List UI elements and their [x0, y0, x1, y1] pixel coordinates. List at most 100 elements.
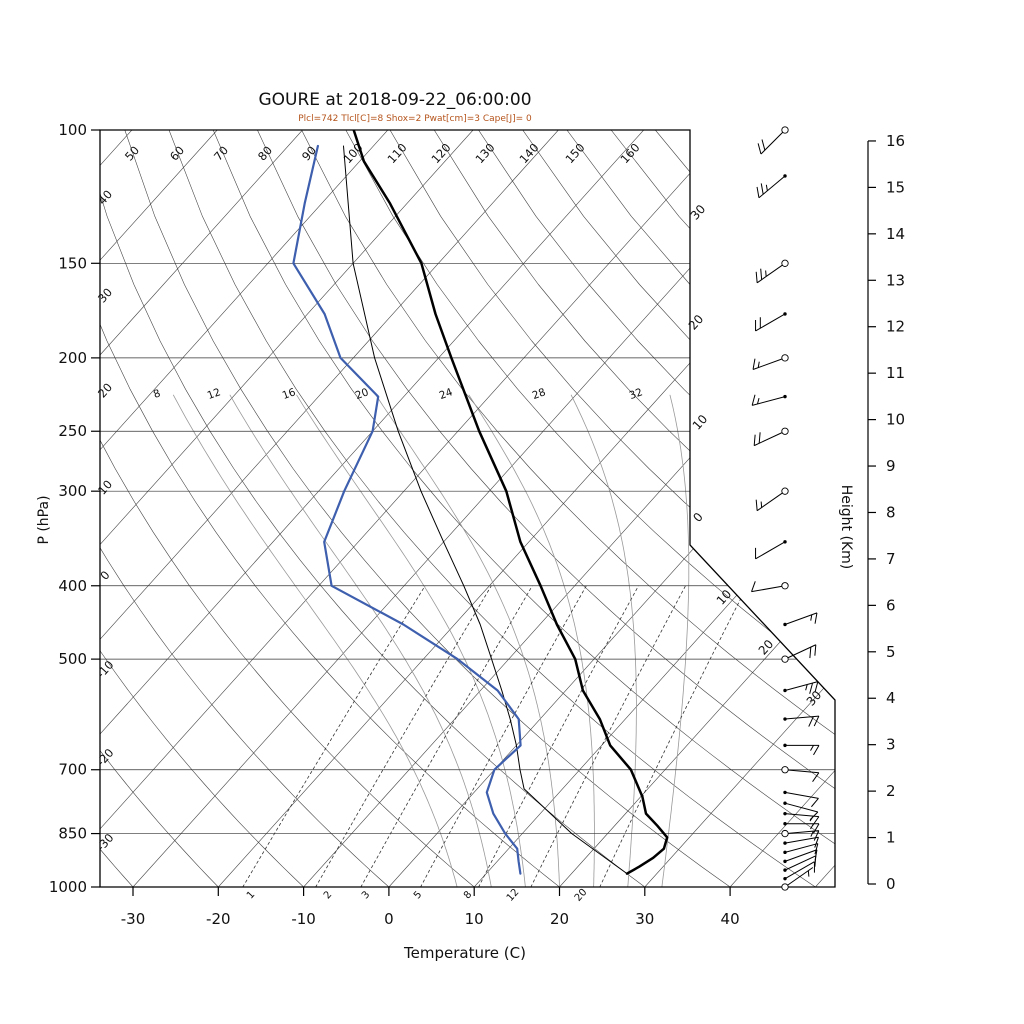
dry-adiabat-label: 150	[562, 140, 587, 166]
parcel-curve	[343, 145, 628, 875]
temperature-tick-label: -20	[206, 910, 231, 928]
isotherm-label: 0	[690, 510, 706, 525]
pressure-gridlines	[100, 129, 835, 888]
isotherm-grid	[100, 130, 835, 887]
wind-level-dot	[783, 622, 787, 627]
wind-level-dot	[783, 312, 787, 316]
height-tick-label: 13	[886, 271, 905, 289]
temperature-tick-label: 30	[635, 910, 654, 928]
isotherm-label: 10	[714, 587, 735, 608]
dry-adiabat-label: 50	[122, 143, 142, 163]
wind-level-circle	[781, 582, 789, 590]
wind-level-dot	[783, 174, 787, 178]
pressure-tick-label: 100	[58, 121, 87, 139]
wind-level-dot	[783, 790, 787, 795]
height-tick-label: 16	[886, 132, 905, 150]
height-tick-label: 15	[886, 178, 905, 196]
height-tick-label: 11	[886, 364, 905, 382]
wind-level-circle	[781, 427, 789, 435]
dewpoint-curve	[292, 144, 522, 875]
height-tick-label: 3	[886, 736, 896, 754]
height-axis-title: Height (Km)	[838, 484, 854, 570]
wind-level-dot	[783, 688, 787, 693]
dry-adiabat-label: 120	[428, 140, 453, 166]
moist-adiabat-label: 20	[354, 386, 371, 402]
moist-adiabat-label: 28	[531, 386, 548, 402]
wind-level-dot	[783, 841, 787, 845]
temperature-tick-label: -10	[291, 910, 316, 928]
wind-level-dot	[783, 822, 787, 826]
wind-level-circle	[781, 354, 789, 362]
wind-level-dot	[783, 801, 787, 805]
pressure-tick-label: 150	[58, 254, 87, 272]
moist-adiabats	[173, 394, 690, 887]
temperature-tick-label: -30	[121, 910, 146, 928]
height-tick-label: 8	[886, 503, 896, 521]
dry-adiabat-label: 60	[167, 143, 187, 163]
dry-adiabat-label: 30	[95, 285, 115, 305]
isotherm-label: 10	[690, 412, 711, 433]
wind-level-dot	[783, 850, 787, 855]
height-tick-label: 12	[886, 318, 905, 336]
mixing-ratio-label: 2	[322, 889, 334, 901]
pressure-tick-label: 200	[58, 349, 87, 367]
wind-level-circle	[781, 259, 789, 267]
moist-adiabat-label: 12	[206, 386, 223, 402]
moist-adiabat-label: 32	[628, 386, 645, 402]
chart-subtitle: Plcl=742 Tlcl[C]=8 Shox=2 Pwat[cm]=3 Cap…	[298, 114, 532, 124]
moist-adiabat-label: 8	[152, 387, 162, 401]
height-tick-label: 6	[886, 596, 896, 614]
mixing-ratio-label: 12	[505, 887, 522, 904]
dry-adiabat-label: 160	[617, 140, 642, 166]
temperature-tick-label: 40	[721, 910, 740, 928]
pressure-tick-label: 400	[58, 577, 87, 595]
dry-adiabat-label: -10	[94, 658, 117, 681]
height-tick-label: 14	[886, 225, 905, 243]
height-tick-label: 2	[886, 782, 896, 800]
isotherm-label: 20	[756, 637, 777, 658]
pressure-axis-title: P (hPa)	[36, 495, 52, 545]
wind-level-dot	[783, 876, 787, 881]
isotherm-label: 30	[688, 202, 709, 223]
height-tick-label: 9	[886, 457, 896, 475]
temperature-curve	[352, 130, 669, 875]
temperature-tick-label: 10	[465, 910, 484, 928]
wind-level-dot	[783, 868, 787, 872]
isotherm-label: 20	[686, 312, 707, 333]
wind-level-dot	[783, 540, 787, 544]
mixing-ratio-label: 20	[573, 887, 590, 904]
height-tick-label: 1	[886, 829, 896, 847]
mixing-ratio-label: 5	[412, 889, 424, 901]
dry-adiabat-label: 40	[95, 187, 115, 207]
mixing-ratio-label: 3	[360, 889, 372, 901]
pressure-axis: 100 150 200 250 300 400 500 700 850 1000	[49, 121, 100, 896]
temperature-axis-title: Temperature (C)	[404, 944, 526, 962]
pressure-tick-label: 850	[58, 825, 87, 843]
wind-level-circle	[781, 126, 789, 134]
dry-adiabat-label: -20	[94, 746, 117, 769]
dry-adiabat-label: 80	[255, 143, 275, 163]
pressure-tick-label: 250	[58, 422, 87, 440]
plot-frame	[99, 129, 836, 888]
dry-adiabat-label: 130	[472, 140, 497, 166]
dry-adiabat-label: 110	[384, 140, 409, 166]
wind-level-circle	[781, 766, 789, 774]
moist-adiabat-label: 16	[281, 386, 298, 402]
height-tick-label: 0	[886, 875, 896, 893]
wind-level-dot	[783, 859, 787, 864]
temperature-tick-label: 20	[550, 910, 569, 928]
dry-adiabat-label: 140	[516, 140, 541, 166]
pressure-tick-label: 500	[58, 650, 87, 668]
wind-level-dot	[783, 811, 787, 816]
pressure-tick-label: 300	[58, 482, 87, 500]
wind-level-circle	[781, 487, 789, 495]
wind-level-dot	[783, 717, 787, 721]
height-tick-label: 5	[886, 643, 896, 661]
dry-adiabat-label: 20	[95, 380, 115, 400]
temperature-axis: -30 -20 -10 0 10 20 30 40	[121, 887, 740, 928]
height-tick-label: 7	[886, 550, 896, 568]
chart-title: GOURE at 2018-09-22_06:00:00	[258, 90, 532, 110]
